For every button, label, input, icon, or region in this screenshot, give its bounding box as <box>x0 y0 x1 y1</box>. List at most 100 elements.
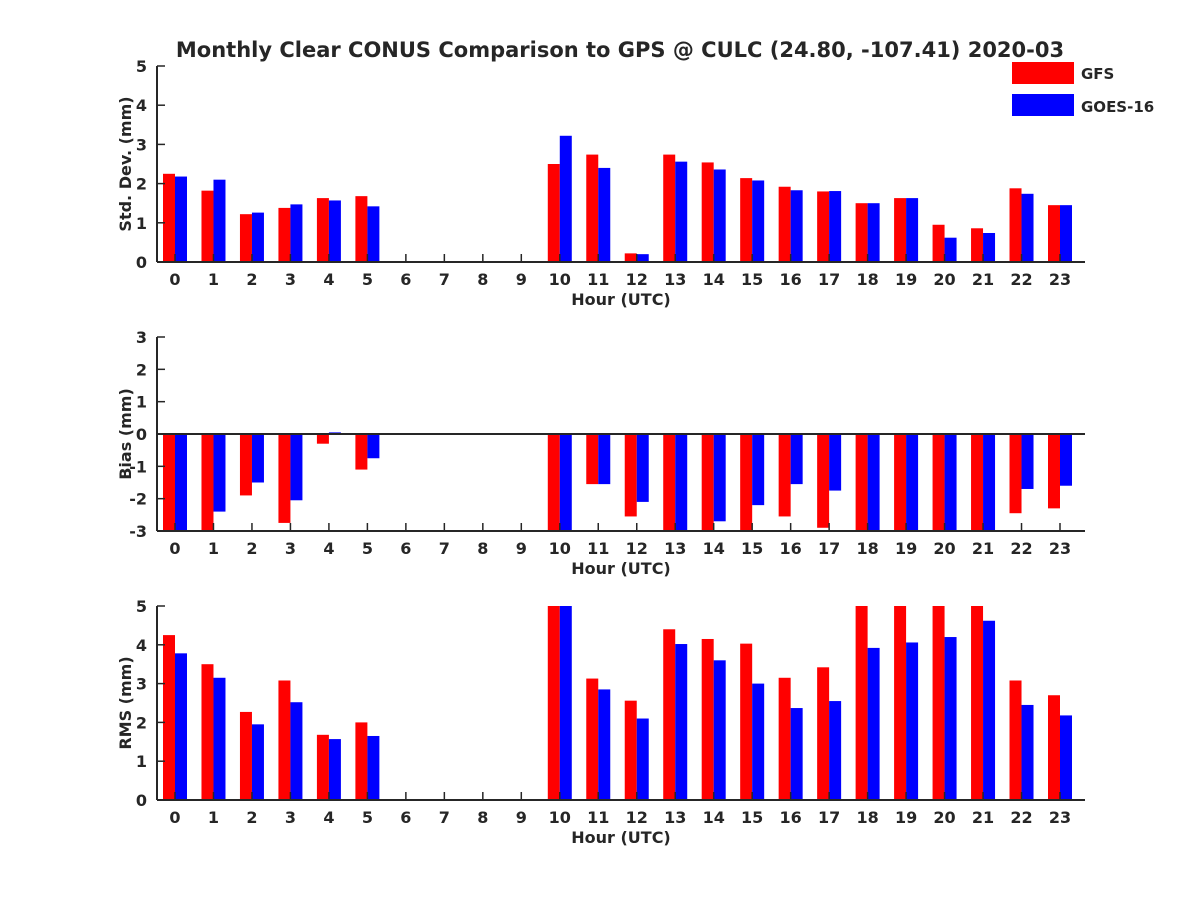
y-tick-label: 2 <box>136 713 147 732</box>
bar-gfs-hour-2 <box>239 711 252 800</box>
bar-gfs-hour-16 <box>778 677 791 800</box>
bar-gfs-hour-22 <box>1009 434 1022 514</box>
bar-gfs-hour-18 <box>855 203 868 262</box>
x-tick-label: 6 <box>400 270 411 289</box>
x-tick-label: 1 <box>208 270 219 289</box>
bar-goes16-hour-10 <box>559 135 572 262</box>
y-tick-label: 1 <box>136 214 147 233</box>
bar-gfs-hour-20 <box>932 434 945 531</box>
y-tick-label: 3 <box>136 135 147 154</box>
bar-gfs-hour-15 <box>740 178 753 262</box>
bar-gfs-hour-1 <box>201 190 214 262</box>
bar-gfs-hour-4 <box>316 434 329 444</box>
bar-goes16-hour-22 <box>1021 704 1034 800</box>
x-tick-label: 11 <box>587 270 609 289</box>
x-tick-label: 15 <box>741 539 763 558</box>
bar-goes16-hour-3 <box>290 434 303 501</box>
x-tick-label: 8 <box>477 270 488 289</box>
y-tick-label: 3 <box>136 328 147 347</box>
bar-gfs-hour-11 <box>586 678 599 800</box>
bar-gfs-hour-14 <box>701 434 714 531</box>
x-tick-label: 10 <box>549 539 571 558</box>
x-tick-label: 21 <box>972 270 994 289</box>
x-tick-label: 0 <box>169 270 180 289</box>
bar-gfs-hour-12 <box>624 253 637 262</box>
y-tick-label: -1 <box>129 457 147 476</box>
x-tick-label: 16 <box>780 808 802 827</box>
x-tick-label: 14 <box>703 808 725 827</box>
bar-gfs-hour-3 <box>278 680 291 800</box>
bar-goes16-hour-12 <box>636 434 649 502</box>
bar-goes16-hour-19 <box>906 198 919 262</box>
bar-goes16-hour-20 <box>944 434 957 531</box>
x-tick-label: 4 <box>323 808 334 827</box>
x-tick-label: 6 <box>400 808 411 827</box>
bar-gfs-hour-0 <box>163 434 175 531</box>
bar-gfs-hour-21 <box>971 606 984 800</box>
bar-goes16-hour-14 <box>713 660 726 800</box>
bar-goes16-hour-0 <box>175 176 187 262</box>
x-tick-label: 19 <box>895 270 917 289</box>
bar-goes16-hour-16 <box>790 190 803 262</box>
x-tick-label: 19 <box>895 808 917 827</box>
std-dev-x-axis-label: Hour (UTC) <box>571 290 671 309</box>
y-tick-label: -3 <box>129 522 147 541</box>
x-tick-label: 13 <box>664 539 686 558</box>
bar-gfs-hour-19 <box>894 434 907 531</box>
x-tick-label: 0 <box>169 808 180 827</box>
bar-goes16-hour-21 <box>983 232 996 262</box>
bar-gfs-hour-19 <box>894 606 907 800</box>
bar-gfs-hour-0 <box>163 173 175 262</box>
bar-goes16-hour-1 <box>213 434 226 512</box>
y-tick-label: 3 <box>136 675 147 694</box>
y-tick-label: 2 <box>136 175 147 194</box>
bar-gfs-hour-11 <box>586 154 599 262</box>
y-tick-label: 0 <box>136 425 147 444</box>
bar-goes16-hour-2 <box>251 724 264 800</box>
bar-goes16-hour-22 <box>1021 193 1034 262</box>
bar-gfs-hour-21 <box>971 228 984 262</box>
bar-gfs-hour-1 <box>201 434 214 531</box>
bar-gfs-hour-10 <box>547 606 560 800</box>
bar-goes16-hour-18 <box>867 203 880 262</box>
x-tick-label: 14 <box>703 539 725 558</box>
bar-gfs-hour-14 <box>701 162 714 262</box>
x-tick-label: 16 <box>780 539 802 558</box>
legend: GFS GOES-16 <box>1012 62 1154 116</box>
bar-gfs-hour-0 <box>163 635 175 800</box>
y-tick-label: 4 <box>136 96 147 115</box>
bar-goes16-hour-18 <box>867 647 880 800</box>
bar-gfs-hour-13 <box>663 629 676 800</box>
x-tick-label: 9 <box>516 808 527 827</box>
bar-gfs-hour-3 <box>278 434 291 523</box>
bar-gfs-hour-22 <box>1009 188 1022 262</box>
x-tick-label: 21 <box>972 539 994 558</box>
x-tick-label: 12 <box>626 270 648 289</box>
x-tick-label: 8 <box>477 808 488 827</box>
x-tick-label: 8 <box>477 539 488 558</box>
legend-swatch-gfs <box>1012 62 1074 84</box>
x-tick-label: 16 <box>780 270 802 289</box>
x-tick-label: 3 <box>285 808 296 827</box>
bar-gfs-hour-12 <box>624 434 637 517</box>
bar-gfs-hour-13 <box>663 434 676 531</box>
y-tick-label: 2 <box>136 360 147 379</box>
bar-goes16-hour-12 <box>636 254 649 262</box>
bar-gfs-hour-2 <box>239 214 252 262</box>
bar-goes16-hour-13 <box>675 434 688 531</box>
x-tick-label: 7 <box>439 539 450 558</box>
bar-gfs-hour-15 <box>740 434 753 531</box>
x-tick-label: 4 <box>323 539 334 558</box>
x-tick-label: 9 <box>516 270 527 289</box>
bar-goes16-hour-16 <box>790 708 803 800</box>
x-tick-label: 5 <box>362 808 373 827</box>
bar-goes16-hour-12 <box>636 718 649 800</box>
bars-group <box>163 135 1072 262</box>
bar-gfs-hour-20 <box>932 224 945 262</box>
bar-gfs-hour-11 <box>586 434 599 485</box>
y-tick-label: 0 <box>136 253 147 272</box>
bias-y-axis-label: Bias (mm) <box>116 388 135 480</box>
